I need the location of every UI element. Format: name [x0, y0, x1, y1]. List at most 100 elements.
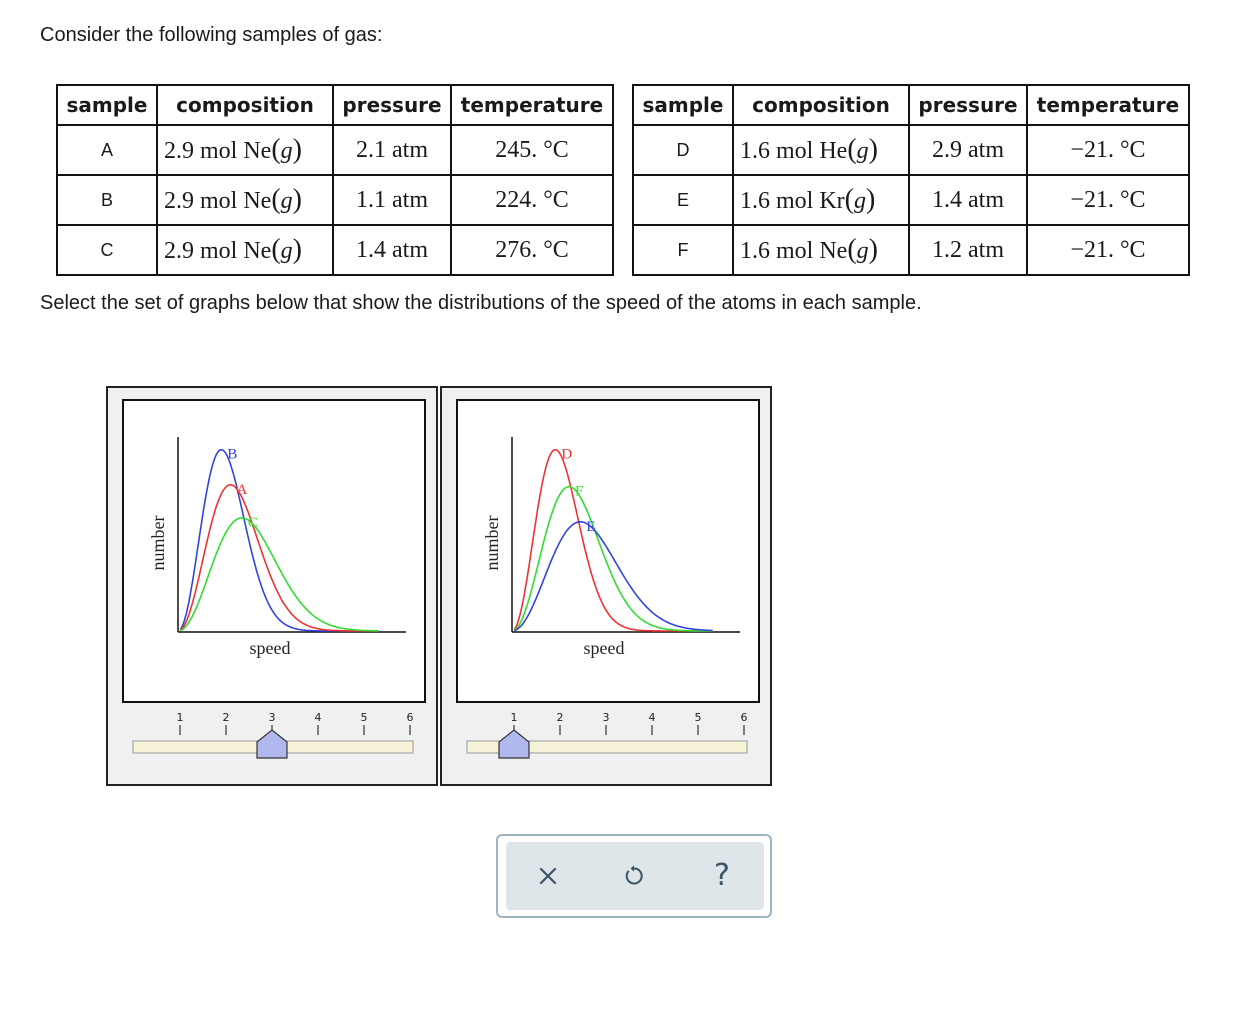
graph-choice-2[interactable]: speed number D F E 1 2 3 4 5 6	[440, 386, 772, 786]
pressure-cell: 1.2 atm	[908, 224, 1028, 276]
composition-cell: 1.6 mol Ne(g)	[732, 224, 910, 276]
pressure-cell: 1.4 atm	[332, 224, 452, 276]
speed-distribution-graph: speed number D F E	[456, 399, 760, 703]
curve-f	[513, 485, 713, 632]
slider-tick-label: 6	[407, 711, 414, 724]
x-axis-label: speed	[250, 638, 291, 658]
table-row: E 1.6 mol Kr(g) 1.4 atm −21. °C	[632, 174, 1190, 226]
curve-c	[179, 517, 379, 632]
state: g	[280, 188, 293, 214]
composition-cell: 1.6 mol Kr(g)	[732, 174, 910, 226]
slider-thumb[interactable]	[256, 729, 288, 759]
composition-cell: 2.9 mol Ne(g)	[156, 124, 334, 176]
slider-tick-label: 1	[511, 711, 518, 724]
slider-thumb[interactable]	[498, 729, 530, 759]
help-icon: ?	[714, 858, 730, 893]
prompt-intro: Consider the following samples of gas:	[40, 24, 383, 46]
temperature-cell: 276. °C	[450, 224, 614, 276]
table-header-row: sample composition pressure temperature	[56, 84, 614, 126]
y-axis-label: number	[148, 516, 168, 571]
state: g	[280, 238, 293, 264]
temperature-cell: 224. °C	[450, 174, 614, 226]
sample-label: F	[632, 224, 734, 276]
composition-cell: 2.9 mol Ne(g)	[156, 174, 334, 226]
slider-tick-label: 2	[223, 711, 230, 724]
gas-formula: Ne	[243, 138, 272, 164]
composition-cell: 1.6 mol He(g)	[732, 124, 910, 176]
temperature-cell: 245. °C	[450, 124, 614, 176]
slider-tick-label: 3	[603, 711, 610, 724]
header-temperature: temperature	[1026, 84, 1190, 126]
table-row: F 1.6 mol Ne(g) 1.2 atm −21. °C	[632, 224, 1190, 276]
slider-tick-label: 6	[741, 711, 748, 724]
curve-label-b: B	[227, 447, 237, 463]
speed-distribution-graph: speed number B A C	[122, 399, 426, 703]
slider-track[interactable]: 1 2 3 4 5 6	[130, 706, 422, 776]
graph-plot: speed number B A C	[148, 437, 406, 658]
composition-cell: 2.9 mol Ne(g)	[156, 224, 334, 276]
slider-bar[interactable]	[466, 740, 748, 754]
pressure-cell: 1.4 atm	[908, 174, 1028, 226]
close-icon	[539, 867, 557, 885]
undo-icon	[625, 865, 643, 885]
answer-toolbar: ?	[496, 834, 772, 918]
amount: 1.6 mol	[740, 238, 814, 264]
state: g	[854, 188, 866, 214]
temperature-cell: −21. °C	[1026, 124, 1190, 176]
temperature-cell: −21. °C	[1026, 174, 1190, 226]
toolbar-panel: ?	[506, 842, 764, 910]
help-button[interactable]: ?	[702, 856, 742, 896]
table-header-row: sample composition pressure temperature	[632, 84, 1190, 126]
curve-label-c: C	[248, 515, 258, 531]
graph-slider[interactable]: 1 2 3 4 5 6	[130, 706, 422, 776]
clear-button[interactable]	[528, 856, 568, 896]
gas-formula: Ne	[243, 238, 272, 264]
sample-label: A	[56, 124, 158, 176]
slider-tick-label: 4	[315, 711, 322, 724]
slider-track[interactable]: 1 2 3 4 5 6	[464, 706, 756, 776]
table-row: D 1.6 mol He(g) 2.9 atm −21. °C	[632, 124, 1190, 176]
gas-formula: Ne	[819, 238, 848, 264]
sample-label: E	[632, 174, 734, 226]
curve-b	[179, 448, 379, 632]
temperature-cell: −21. °C	[1026, 224, 1190, 276]
sample-label: D	[632, 124, 734, 176]
header-pressure: pressure	[908, 84, 1028, 126]
amount: 2.9 mol	[164, 238, 238, 264]
pressure-cell: 2.1 atm	[332, 124, 452, 176]
curve-label-a: A	[236, 482, 247, 498]
curve-label-e: E	[586, 519, 595, 535]
header-composition: composition	[732, 84, 910, 126]
sample-label: C	[56, 224, 158, 276]
header-composition: composition	[156, 84, 334, 126]
curve-a	[179, 484, 379, 632]
prompt-question: Select the set of graphs below that show…	[40, 292, 922, 314]
amount: 1.6 mol	[740, 188, 814, 214]
samples-table-right: sample composition pressure temperature …	[632, 84, 1190, 276]
slider-tick-label: 5	[695, 711, 702, 724]
pressure-cell: 1.1 atm	[332, 174, 452, 226]
graph-choice-1[interactable]: speed number B A C 1 2 3 4 5 6	[106, 386, 438, 786]
curve-label-d: D	[561, 447, 572, 463]
table-row: A 2.9 mol Ne(g) 2.1 atm 245. °C	[56, 124, 614, 176]
slider-tick-label: 1	[177, 711, 184, 724]
slider-tick-label: 4	[649, 711, 656, 724]
state: g	[856, 238, 869, 264]
gas-formula: Kr	[819, 188, 845, 214]
slider-tick-label: 3	[269, 711, 276, 724]
pressure-cell: 2.9 atm	[908, 124, 1028, 176]
amount: 2.9 mol	[164, 138, 238, 164]
header-sample: sample	[632, 84, 734, 126]
graph-plot: speed number D F E	[482, 437, 740, 658]
header-pressure: pressure	[332, 84, 452, 126]
gas-formula: He	[819, 138, 848, 164]
x-axis-label: speed	[584, 638, 625, 658]
header-sample: sample	[56, 84, 158, 126]
state: g	[280, 138, 293, 164]
graph-slider[interactable]: 1 2 3 4 5 6	[464, 706, 756, 776]
sample-label: B	[56, 174, 158, 226]
undo-button[interactable]	[614, 856, 654, 896]
state: g	[856, 138, 869, 164]
curve-e	[513, 521, 713, 632]
table-row: C 2.9 mol Ne(g) 1.4 atm 276. °C	[56, 224, 614, 276]
